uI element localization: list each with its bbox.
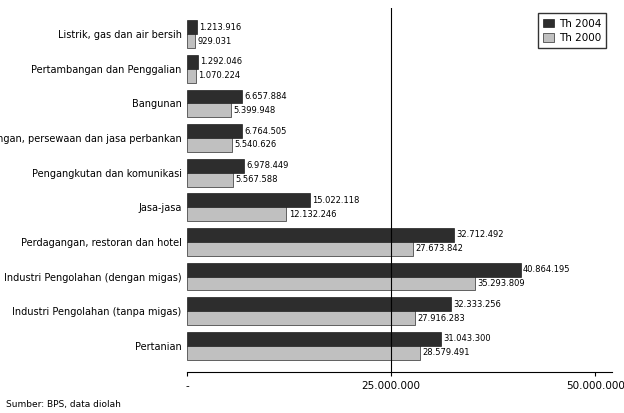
Bar <box>187 173 233 187</box>
Bar <box>187 20 197 34</box>
Text: 6.657.884: 6.657.884 <box>244 92 286 101</box>
Text: 1.213.916: 1.213.916 <box>200 23 242 32</box>
Text: 6.764.505: 6.764.505 <box>245 127 287 135</box>
Text: 40.864.195: 40.864.195 <box>523 265 570 274</box>
Text: Sumber: BPS, data diolah: Sumber: BPS, data diolah <box>6 400 121 409</box>
Text: 12.132.246: 12.132.246 <box>289 210 336 219</box>
Bar <box>187 311 415 325</box>
Text: 15.022.118: 15.022.118 <box>312 196 359 205</box>
Legend: Th 2004, Th 2000: Th 2004, Th 2000 <box>538 14 607 48</box>
Text: 27.673.842: 27.673.842 <box>416 244 464 253</box>
Bar <box>187 103 232 117</box>
Text: 35.293.809: 35.293.809 <box>477 279 525 288</box>
Text: 929.031: 929.031 <box>197 37 232 46</box>
Text: 32.333.256: 32.333.256 <box>454 300 501 309</box>
Bar <box>187 124 242 138</box>
Bar <box>187 297 451 311</box>
Text: 1.292.046: 1.292.046 <box>200 57 242 66</box>
Bar <box>187 242 413 256</box>
Bar <box>187 34 195 48</box>
Bar <box>187 346 421 360</box>
Bar <box>187 277 475 290</box>
Text: 32.712.492: 32.712.492 <box>457 230 504 240</box>
Bar <box>187 332 441 346</box>
Bar <box>187 263 520 277</box>
Text: 5.540.626: 5.540.626 <box>235 140 277 150</box>
Bar <box>187 159 244 173</box>
Text: 31.043.300: 31.043.300 <box>443 334 490 343</box>
Text: 1.070.224: 1.070.224 <box>198 71 240 80</box>
Text: 6.978.449: 6.978.449 <box>246 161 289 170</box>
Bar <box>187 55 198 69</box>
Text: 28.579.491: 28.579.491 <box>423 348 470 357</box>
Text: 27.916.283: 27.916.283 <box>417 313 466 323</box>
Bar <box>187 90 241 103</box>
Text: 5.399.948: 5.399.948 <box>234 106 276 115</box>
Bar <box>187 207 286 221</box>
Bar <box>187 193 310 207</box>
Bar <box>187 228 454 242</box>
Bar <box>187 138 232 152</box>
Bar <box>187 69 196 83</box>
Text: 5.567.588: 5.567.588 <box>235 175 278 184</box>
